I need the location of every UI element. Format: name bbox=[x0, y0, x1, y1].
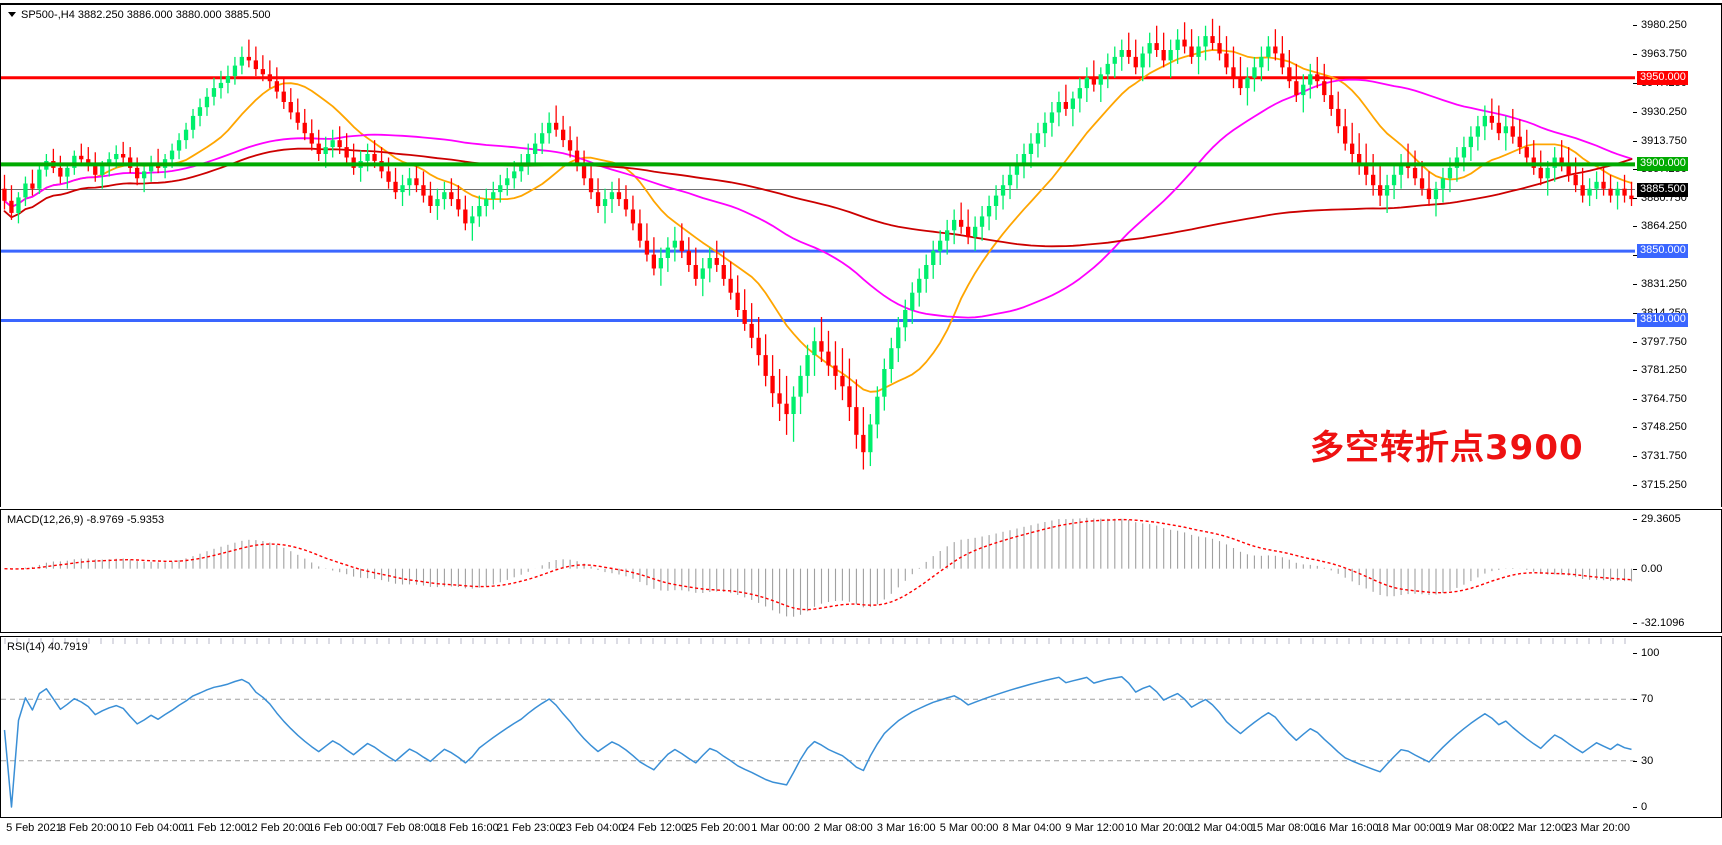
price-axis-tick bbox=[1633, 341, 1637, 343]
chart-annotation: 多空转折点3900 bbox=[1310, 428, 1584, 468]
price-axis-label: 3864.250 bbox=[1641, 220, 1687, 233]
price-badge-pivot-3900[interactable]: 3900.000 bbox=[1637, 157, 1688, 172]
price-axis-label: 3963.750 bbox=[1641, 47, 1687, 60]
symbol-header[interactable]: SP500-,H4 3882.250 3886.000 3880.000 388… bbox=[8, 9, 271, 21]
time-axis-label: 23 Feb 04:00 bbox=[559, 822, 625, 834]
rsi-axis-tick bbox=[1633, 653, 1637, 654]
macd-axis-label: -32.1096 bbox=[1641, 617, 1685, 629]
time-axis-label: 17 Feb 08:00 bbox=[371, 822, 436, 834]
price-chart-pane[interactable]: 3980.2503963.7503947.2503930.2503913.750… bbox=[0, 3, 1722, 507]
macd-axis-tick bbox=[1633, 623, 1637, 624]
price-badge-support-3850[interactable]: 3850.000 bbox=[1637, 244, 1688, 259]
time-axis-label: 1 Mar 00:00 bbox=[751, 822, 810, 834]
rsi-axis-label: 30 bbox=[1641, 754, 1654, 767]
rsi-axis-tick bbox=[1633, 699, 1637, 701]
rsi-axis-label: 0 bbox=[1641, 801, 1648, 813]
time-axis-label: 16 Feb 00:00 bbox=[308, 822, 374, 834]
rsi-svg bbox=[1, 638, 1635, 808]
symbol-header-text: SP500-,H4 3882.250 3886.000 3880.000 388… bbox=[21, 9, 271, 21]
rsi-pane[interactable]: 100 70 30 0 bbox=[0, 636, 1722, 818]
price-axis-tick bbox=[1633, 427, 1637, 429]
price-badge-support-3810[interactable]: 3810.000 bbox=[1637, 313, 1688, 328]
price-axis-tick bbox=[1633, 283, 1637, 285]
price-axis-tick bbox=[1633, 226, 1637, 228]
price-axis-tick bbox=[1633, 456, 1637, 458]
time-axis-label: 11 Feb 12:00 bbox=[182, 822, 247, 834]
macd-axis-tick bbox=[1633, 568, 1637, 570]
rsi-label: RSI(14) 40.7919 bbox=[7, 641, 88, 653]
time-axis-label: 8 Mar 04:00 bbox=[1002, 822, 1062, 834]
price-axis-label: 3731.750 bbox=[1641, 450, 1687, 463]
time-axis-label: 21 Feb 23:00 bbox=[496, 822, 562, 834]
price-axis-label: 3930.250 bbox=[1641, 105, 1687, 118]
time-axis-label: 2 Mar 08:00 bbox=[814, 822, 873, 834]
price-plot-area[interactable] bbox=[1, 5, 1721, 507]
time-axis[interactable]: 5 Feb 2021 8 Feb 20:00 10 Feb 04:00 11 Feb … bbox=[0, 820, 1634, 844]
price-axis-label: 3748.250 bbox=[1641, 421, 1687, 434]
rsi-axis-label: 100 bbox=[1641, 647, 1660, 659]
macd-label: MACD(12,26,9) -8.9769 -5.9353 bbox=[7, 514, 165, 526]
price-axis-tick bbox=[1633, 313, 1637, 315]
macd-axis[interactable]: 29.3605 0.00 -32.1096 bbox=[1633, 510, 1721, 632]
price-axis-tick bbox=[1633, 370, 1637, 372]
time-axis-label: 10 Feb 04:00 bbox=[119, 822, 185, 834]
price-axis-label: 3764.750 bbox=[1641, 392, 1687, 405]
time-axis-label: 24 Feb 12:00 bbox=[622, 822, 688, 834]
time-axis-label: 16 Mar 16:00 bbox=[1313, 822, 1379, 834]
time-axis-label: 12 Feb 20:00 bbox=[245, 822, 311, 834]
price-badge-last-price-3885[interactable]: 3885.500 bbox=[1637, 182, 1688, 197]
rsi-axis[interactable]: 100 70 30 0 bbox=[1633, 637, 1721, 817]
time-axis-label: 23 Mar 20:00 bbox=[1565, 822, 1630, 834]
price-axis-tick bbox=[1633, 82, 1637, 84]
price-axis-tick bbox=[1633, 484, 1637, 486]
macd-axis-label: 0.00 bbox=[1641, 562, 1663, 575]
time-axis-label: 8 Feb 20:00 bbox=[59, 822, 119, 834]
price-axis-tick bbox=[1633, 169, 1637, 171]
rsi-axis-tick bbox=[1633, 807, 1637, 808]
price-axis-tick bbox=[1633, 255, 1637, 256]
price-axis-tick bbox=[1633, 140, 1637, 142]
time-axis-label: 15 Mar 08:00 bbox=[1250, 822, 1316, 834]
price-axis-tick bbox=[1633, 25, 1637, 27]
time-axis-label: 12 Mar 04:00 bbox=[1188, 822, 1253, 834]
price-axis-tick bbox=[1633, 111, 1637, 113]
triangle-down-icon[interactable] bbox=[8, 11, 16, 17]
price-axis-tick bbox=[1633, 197, 1637, 199]
time-axis-label: 3 Mar 16:00 bbox=[876, 822, 936, 834]
macd-plot-area[interactable] bbox=[1, 510, 1721, 632]
macd-axis-tick bbox=[1633, 519, 1637, 520]
time-axis-label: 19 Mar 08:00 bbox=[1439, 822, 1505, 834]
time-axis-label: 18 Feb 16:00 bbox=[433, 822, 499, 834]
price-candlestick-svg bbox=[1, 18, 1635, 470]
time-axis-label: 25 Feb 20:00 bbox=[685, 822, 751, 834]
price-axis-label: 3781.250 bbox=[1641, 364, 1687, 377]
time-axis-label: 10 Mar 20:00 bbox=[1125, 822, 1191, 834]
price-axis-label: 3831.250 bbox=[1641, 277, 1687, 290]
time-axis-label: 18 Mar 00:00 bbox=[1376, 822, 1442, 834]
price-badge-resistance-3950[interactable]: 3950.000 bbox=[1637, 70, 1688, 85]
macd-svg bbox=[3, 517, 1633, 617]
price-axis[interactable]: 3980.2503963.7503947.2503930.2503913.750… bbox=[1633, 5, 1721, 507]
price-axis-label: 3797.750 bbox=[1641, 335, 1687, 348]
price-axis-label: 3913.750 bbox=[1641, 134, 1687, 147]
rsi-axis-tick bbox=[1633, 760, 1637, 762]
rsi-plot-area[interactable] bbox=[1, 637, 1721, 817]
time-axis-label: 5 Mar 00:00 bbox=[939, 822, 999, 834]
price-axis-tick bbox=[1633, 398, 1637, 400]
time-axis-label: 22 Mar 12:00 bbox=[1502, 822, 1568, 834]
rsi-axis-label: 70 bbox=[1641, 693, 1654, 706]
price-axis-label: 3715.250 bbox=[1641, 478, 1687, 491]
time-axis-label: 5 Feb 2021 bbox=[6, 822, 62, 834]
macd-pane[interactable]: 29.3605 0.00 -32.1096 bbox=[0, 509, 1722, 633]
price-axis-label: 3980.250 bbox=[1641, 19, 1687, 32]
macd-axis-label: 29.3605 bbox=[1641, 513, 1681, 525]
time-axis-label: 9 Mar 12:00 bbox=[1065, 822, 1125, 834]
price-axis-tick bbox=[1633, 53, 1637, 55]
